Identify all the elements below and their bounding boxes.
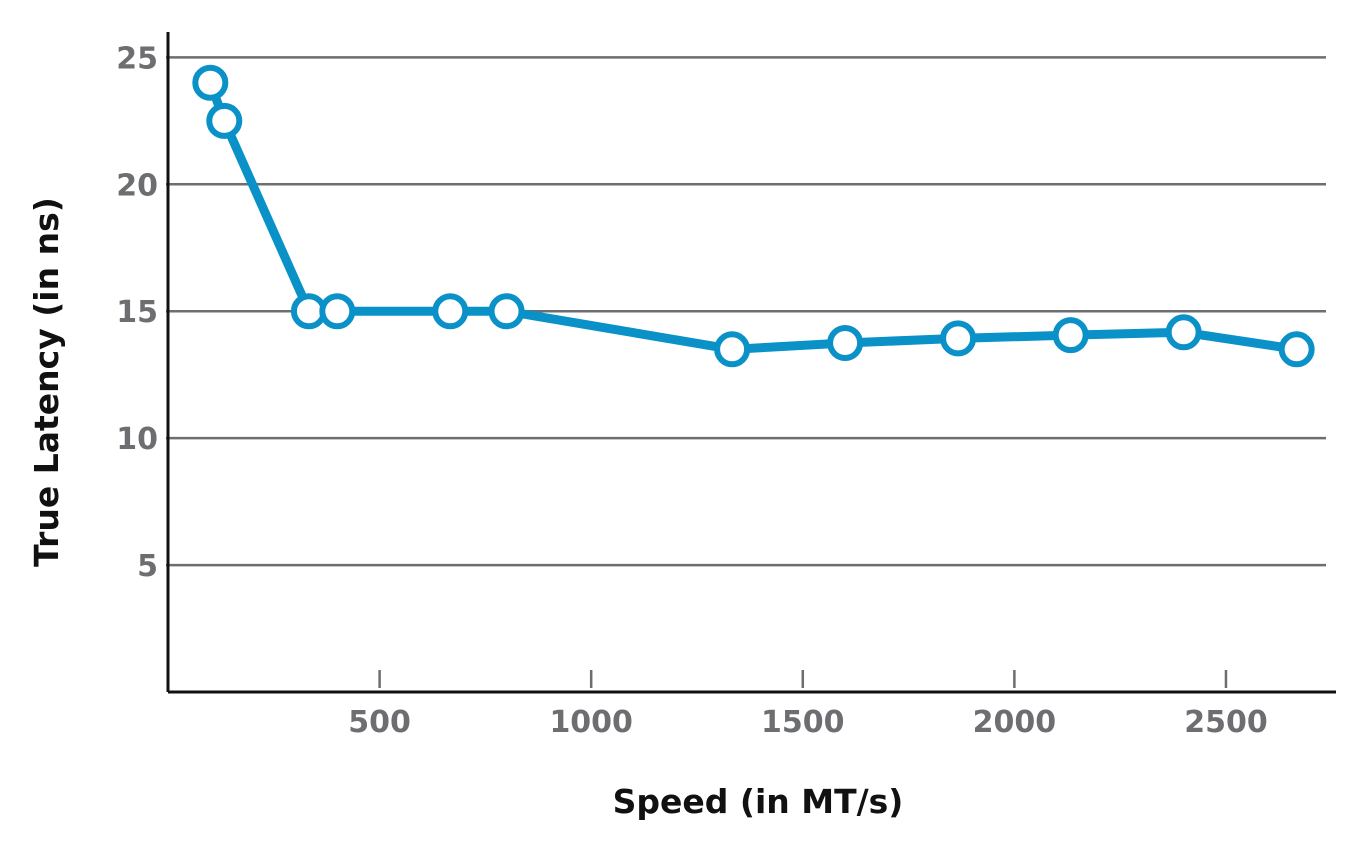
data-point <box>206 102 243 139</box>
data-point <box>827 324 864 361</box>
data-point <box>714 331 751 368</box>
y-axis-ticks: 5 10 15 20 25 <box>116 41 158 584</box>
y-tick-label: 15 <box>116 295 158 330</box>
x-tick-label: 1000 <box>549 705 633 740</box>
data-point <box>1165 314 1202 351</box>
y-tick-label: 25 <box>116 41 158 76</box>
axes <box>166 32 1336 694</box>
data-point <box>432 293 469 330</box>
x-tick-label: 1500 <box>761 705 845 740</box>
x-axis-title: Speed (in MT/s) <box>613 782 904 821</box>
x-axis-ticks: 500 1000 1500 2000 2500 <box>348 670 1268 740</box>
x-tick-label: 2000 <box>973 705 1057 740</box>
data-point <box>1052 317 1089 354</box>
y-tick-label: 5 <box>137 549 158 584</box>
x-tick-label: 2500 <box>1184 705 1268 740</box>
y-axis-title: True Latency (in ns) <box>27 197 66 567</box>
data-point <box>319 293 356 330</box>
y-tick-label: 20 <box>116 168 158 203</box>
series-layer <box>192 64 1315 368</box>
x-tick-label: 500 <box>348 705 411 740</box>
y-tick-label: 10 <box>116 422 158 457</box>
series-line <box>205 78 1302 354</box>
data-point <box>488 293 525 330</box>
data-point <box>1278 331 1315 368</box>
data-point <box>192 64 229 101</box>
data-point <box>940 320 977 357</box>
